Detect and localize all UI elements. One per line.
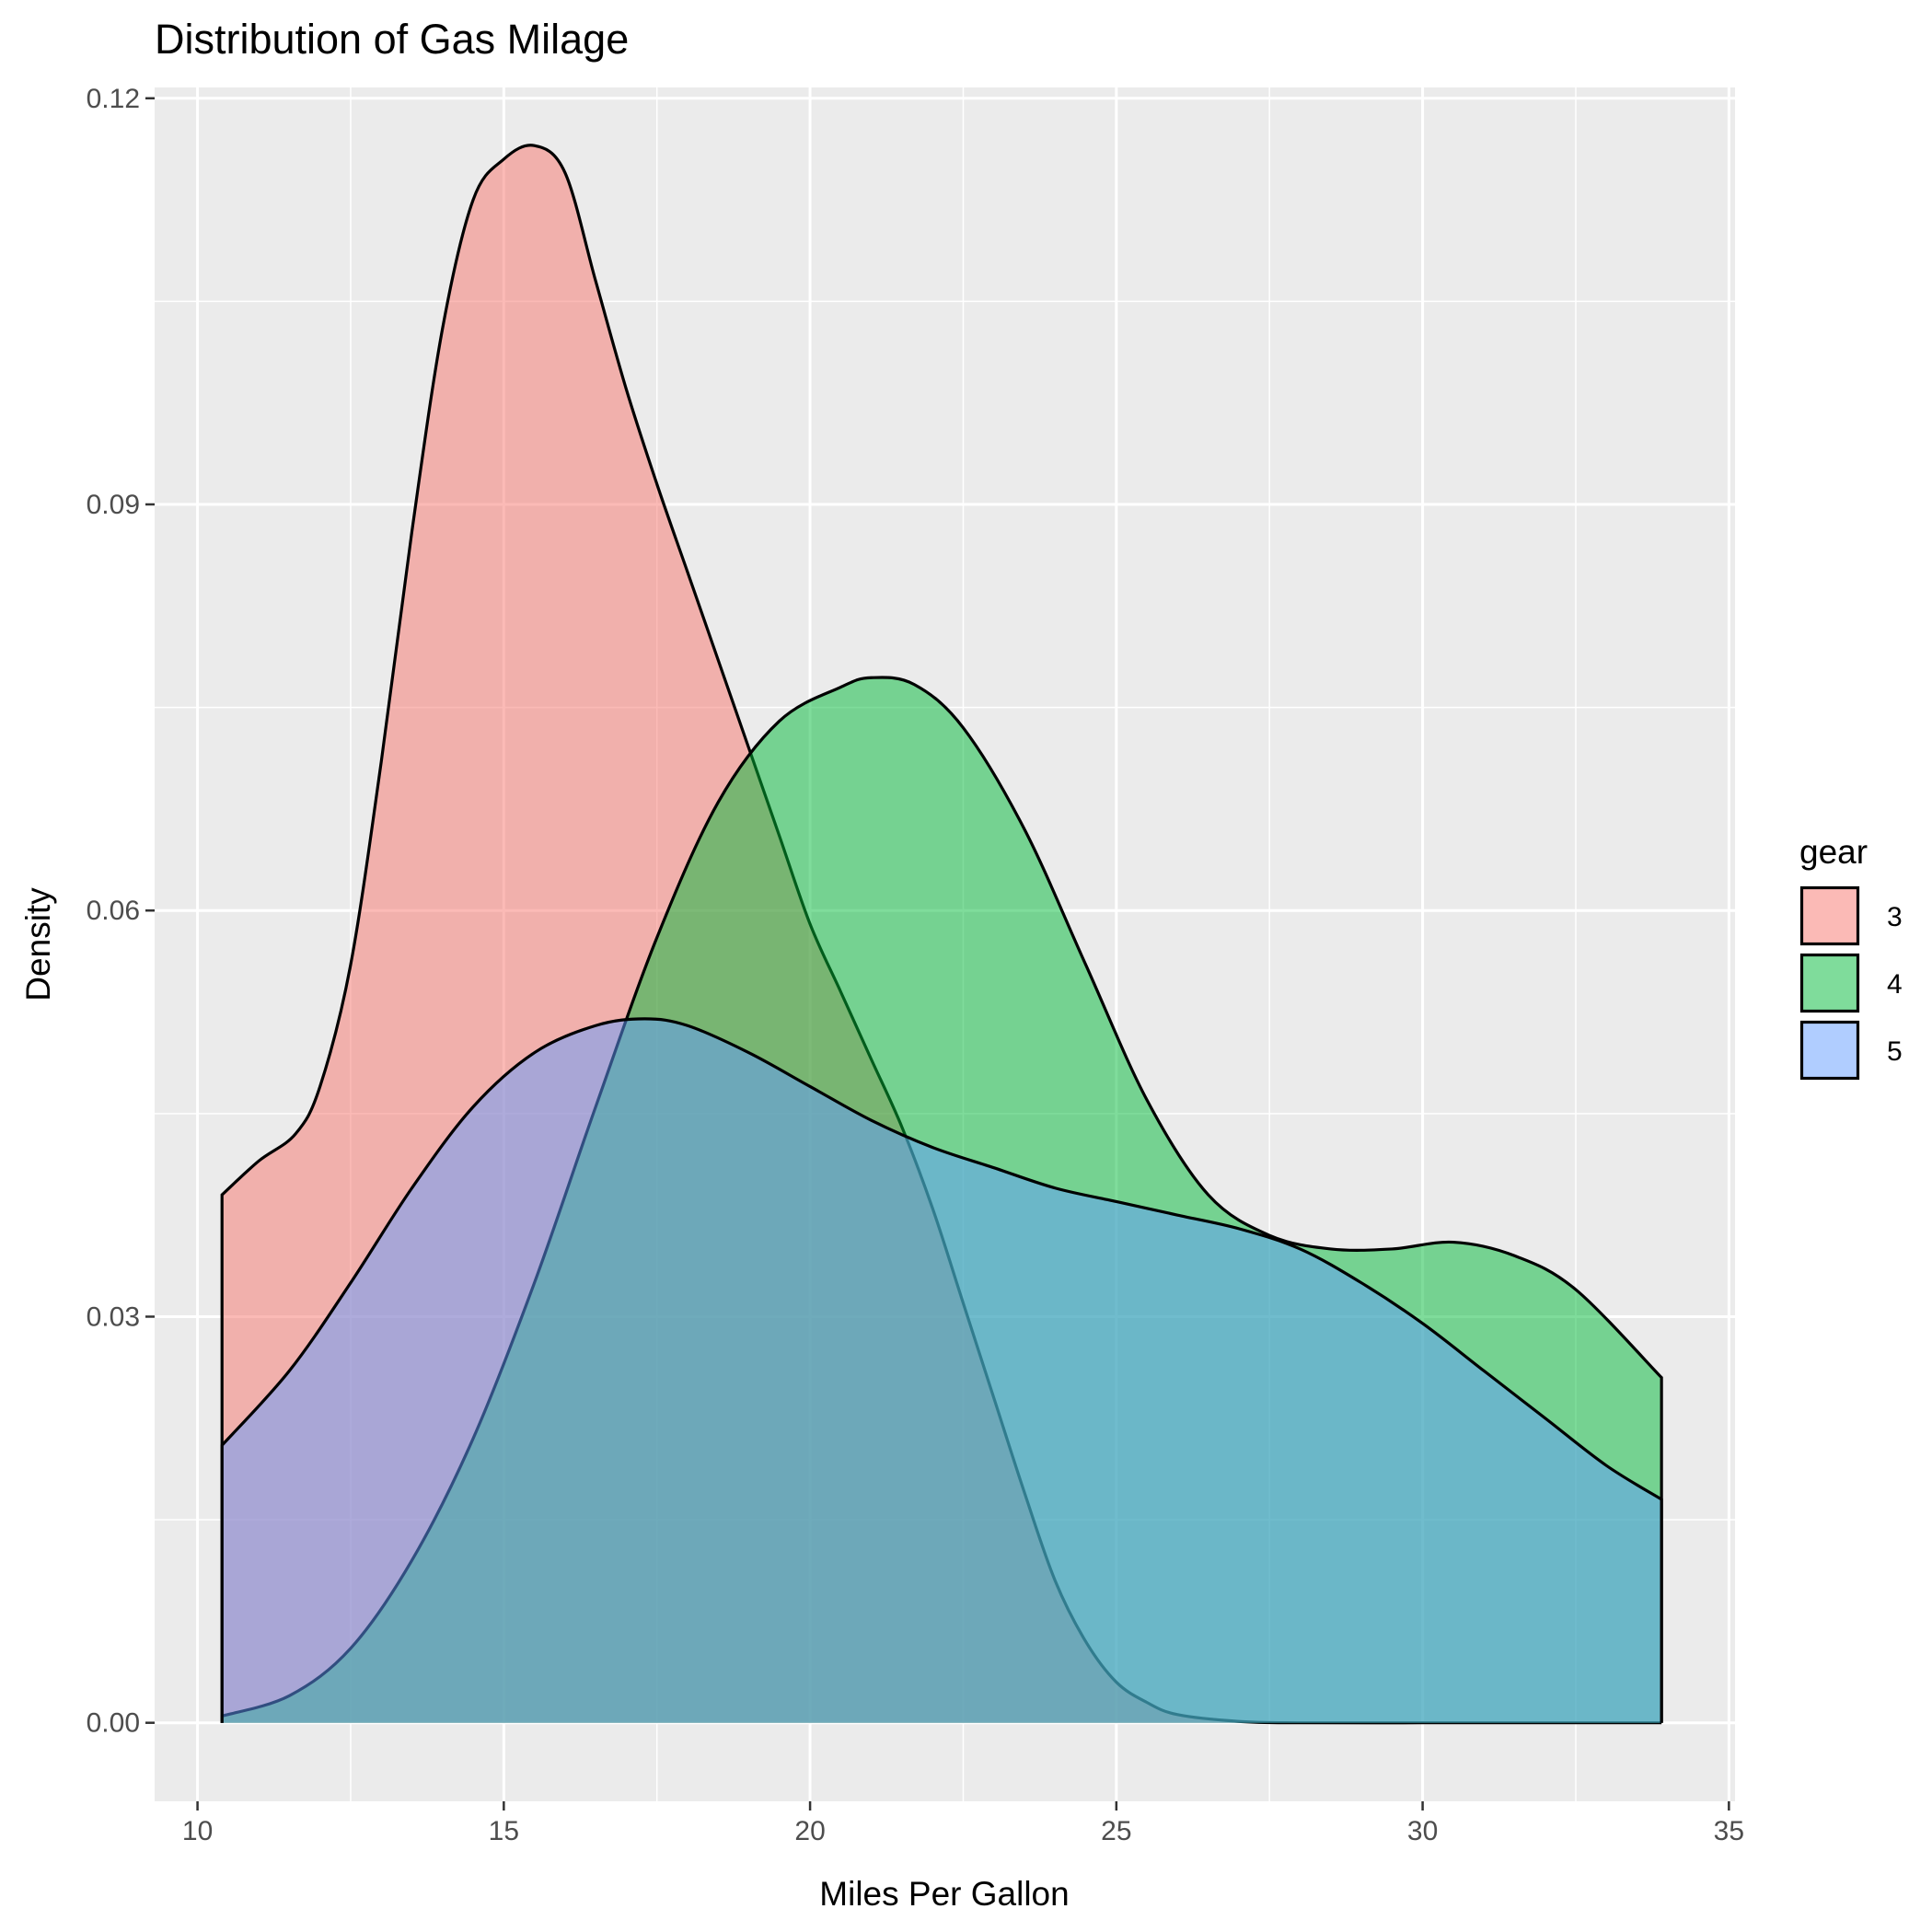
x-tick-label: 15 — [489, 1816, 519, 1846]
legend-keys: 3 4 5 — [1799, 885, 1903, 1081]
y-tick-label: 0.06 — [87, 896, 140, 926]
density-areas — [220, 144, 1663, 1725]
x-tick-label: 25 — [1101, 1816, 1131, 1846]
density-area-gear-5 — [222, 1018, 1662, 1723]
legend-key-swatch-3 — [1799, 885, 1860, 946]
x-tick-label: 35 — [1714, 1816, 1744, 1846]
x-tick-label: 20 — [794, 1816, 825, 1846]
x-tick-label: 10 — [182, 1816, 213, 1846]
x-axis-title: Miles Per Gallon — [819, 1875, 1069, 1913]
chart-title: Distribution of Gas Milage — [155, 16, 629, 63]
legend-label-4: 4 — [1887, 969, 1903, 1000]
y-axis: 0.00 0.03 0.06 0.09 0.12 — [87, 84, 155, 1739]
y-tick-label: 0.12 — [87, 84, 140, 114]
legend-title: gear — [1799, 833, 1868, 871]
legend-key-swatch-4 — [1799, 953, 1860, 1013]
legend-key-swatch-5 — [1799, 1020, 1860, 1081]
y-axis-title: Density — [19, 887, 57, 1001]
y-tick-label: 0.00 — [87, 1708, 140, 1739]
y-tick-label: 0.09 — [87, 490, 140, 520]
legend-label-5: 5 — [1887, 1036, 1903, 1067]
legend: gear 3 4 5 — [1799, 833, 1903, 1081]
density-outline-gear-5 — [220, 1017, 1663, 1723]
y-tick-label: 0.03 — [87, 1301, 140, 1332]
x-tick-label: 30 — [1407, 1816, 1438, 1846]
legend-label-3: 3 — [1887, 902, 1903, 932]
x-axis: 10 15 20 25 30 35 — [182, 1801, 1744, 1846]
